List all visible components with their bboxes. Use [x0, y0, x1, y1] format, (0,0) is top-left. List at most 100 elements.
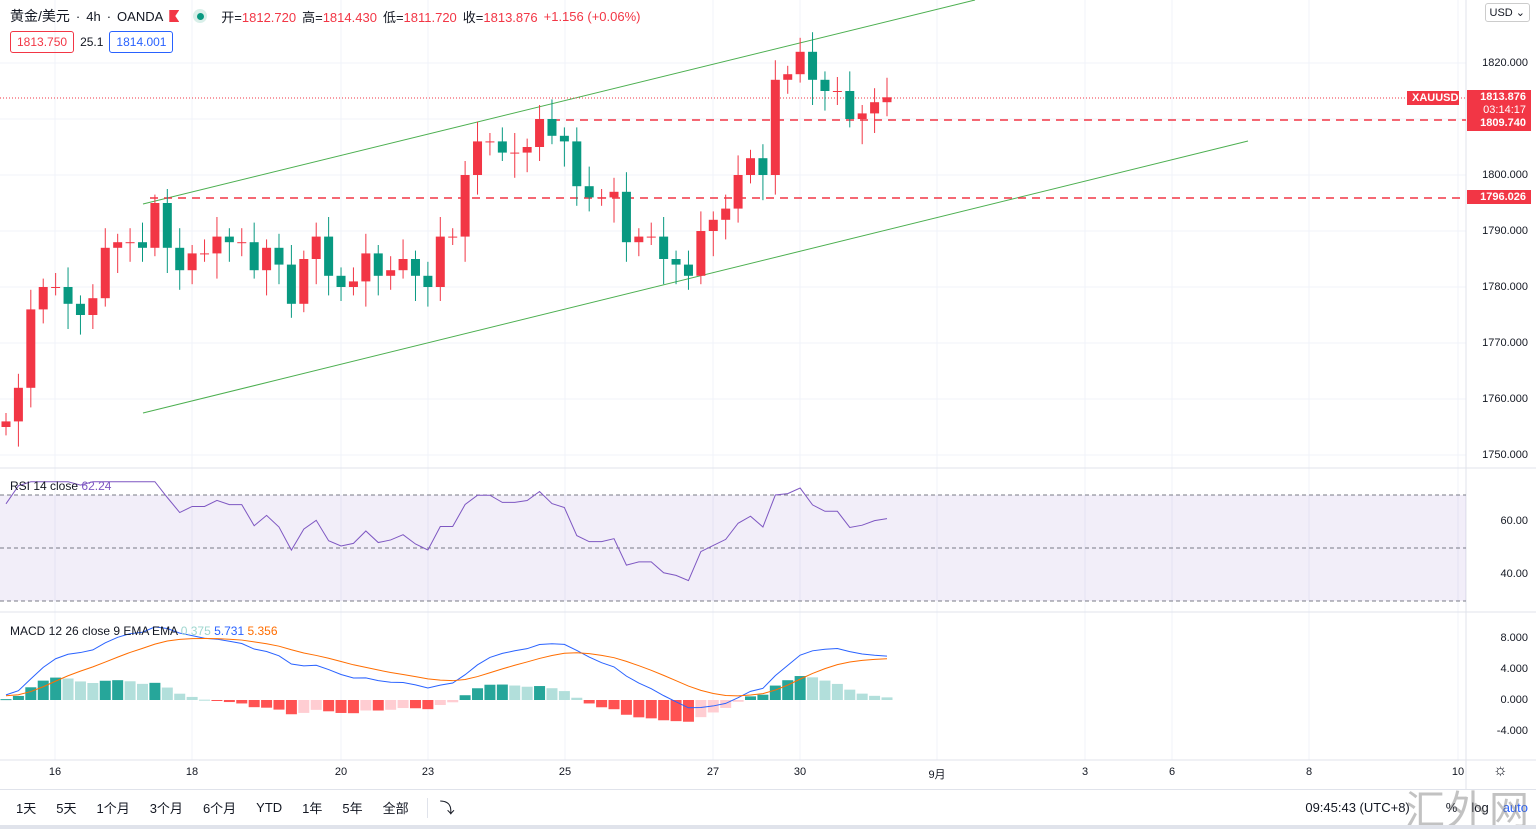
candle-body [212, 236, 222, 254]
macd-histogram-bar [248, 700, 260, 708]
candle-body [485, 141, 495, 143]
candle-body [137, 242, 147, 248]
macd-histogram-bar [186, 696, 198, 700]
percent-toggle[interactable]: % [1445, 799, 1458, 815]
macd-histogram-bar [298, 700, 310, 713]
close-value: 1813.876 [483, 9, 538, 25]
macd-signal-value: 5.356 [247, 624, 278, 638]
macd-histogram-bar [819, 680, 831, 700]
time-tick: 23 [421, 766, 435, 778]
candle-body [187, 253, 197, 271]
candle-body [398, 259, 408, 271]
range-ytd[interactable]: YTD [256, 800, 283, 815]
price-tick: 1820.000 [1482, 57, 1528, 69]
macd-tick: -4.000 [1496, 725, 1528, 737]
goto-date-icon[interactable]: ⤵ [439, 800, 455, 817]
candle-body [758, 158, 768, 175]
time-tick: 20 [334, 766, 348, 778]
macd-value: 5.731 [214, 624, 245, 638]
candle-body [845, 91, 855, 119]
chart-canvas[interactable] [0, 0, 1536, 789]
macd-histogram-bar [496, 684, 508, 700]
candle-body [51, 287, 61, 288]
flag-icon[interactable] [169, 10, 180, 22]
macd-histogram-bar [633, 700, 645, 718]
auto-toggle[interactable]: auto [1502, 799, 1528, 815]
candle-body [808, 51, 818, 80]
candle-body [311, 236, 321, 259]
candle-body [770, 79, 780, 175]
high-label: 高= [302, 9, 323, 25]
candle-body [547, 119, 557, 136]
settings-gear-icon[interactable]: ☼ [1493, 762, 1508, 779]
macd-histogram-bar [558, 691, 570, 700]
candle-body [262, 247, 272, 271]
range-all[interactable]: 全部 [382, 801, 409, 816]
macd-tick: 8.000 [1500, 632, 1528, 644]
macd-histogram-bar [583, 700, 595, 704]
candle-body [597, 197, 607, 199]
price-tick: 1750.000 [1482, 449, 1528, 461]
macd-histogram-bar [199, 699, 211, 701]
candle-body [882, 97, 892, 103]
macd-histogram-bar [472, 688, 484, 700]
buy-price[interactable]: 1814.001 [109, 31, 174, 53]
candle-body [274, 247, 284, 265]
high-value: 1814.430 [322, 9, 377, 25]
macd-histogram-bar [509, 685, 521, 700]
macd-histogram-bar [645, 700, 657, 719]
macd-histogram-bar [323, 700, 335, 712]
macd-histogram-bar [782, 680, 794, 700]
range-6m[interactable]: 6个月 [202, 801, 237, 816]
macd-histogram-bar [112, 680, 124, 700]
symbol-name[interactable]: 黄金/美元 [10, 8, 70, 24]
clock[interactable]: 09:45:43 (UTC+8) [1305, 799, 1410, 815]
macd-histogram-bar [434, 700, 446, 705]
candle-body [299, 259, 309, 304]
macd-histogram-bar [745, 696, 757, 700]
macd-histogram-bar [12, 695, 24, 700]
macd-histogram-bar [223, 700, 235, 703]
currency-select[interactable]: USD ⌄ [1484, 3, 1530, 22]
macd-histogram-bar [124, 681, 136, 700]
range-3m[interactable]: 3个月 [149, 801, 183, 816]
macd-histogram-bar [310, 700, 322, 710]
candle-body [646, 236, 656, 238]
macd-histogram-bar [335, 700, 347, 713]
candle-body [559, 135, 569, 142]
macd-histogram-bar [261, 700, 273, 708]
range-1d[interactable]: 1天 [16, 801, 37, 816]
range-5d[interactable]: 5天 [56, 801, 77, 816]
macd-histogram-bar [285, 700, 297, 715]
symbol-tag: XAUUSD [1407, 91, 1459, 105]
interval[interactable]: 4h [86, 8, 101, 24]
candle-body [634, 236, 644, 243]
time-tick: 25 [558, 766, 572, 778]
macd-histogram-bar [0, 699, 12, 701]
candle-body [423, 275, 433, 287]
macd-tick: 4.000 [1500, 663, 1528, 675]
candle-body [150, 203, 160, 248]
channel-lower-line [142, 140, 1249, 414]
candle-body [584, 186, 594, 198]
close-label: 收= [462, 9, 484, 25]
bottom-border [0, 825, 1536, 829]
candle-body [324, 236, 334, 276]
candle-body [832, 91, 842, 92]
price-tick: 1790.000 [1482, 225, 1528, 237]
macd-histogram-bar [62, 678, 74, 700]
macd-histogram-bar [422, 700, 434, 710]
bottom-toolbar: 1天 5天 1个月 3个月 6个月 YTD 1年 5年 全部 ⤵ [0, 789, 1536, 825]
candle-body [410, 259, 420, 276]
range-1m[interactable]: 1个月 [96, 801, 130, 816]
candle-body [175, 247, 185, 271]
log-toggle[interactable]: log [1471, 799, 1489, 815]
range-5y[interactable]: 5年 [342, 801, 363, 816]
range-1y[interactable]: 1年 [302, 801, 323, 816]
macd-histogram-bar [87, 683, 99, 700]
candle-body [286, 264, 296, 304]
bar-countdown: 03:14:17 [1483, 104, 1526, 116]
macd-histogram-bar [720, 700, 732, 708]
candle-body [348, 281, 358, 287]
sell-price[interactable]: 1813.750 [10, 31, 75, 53]
